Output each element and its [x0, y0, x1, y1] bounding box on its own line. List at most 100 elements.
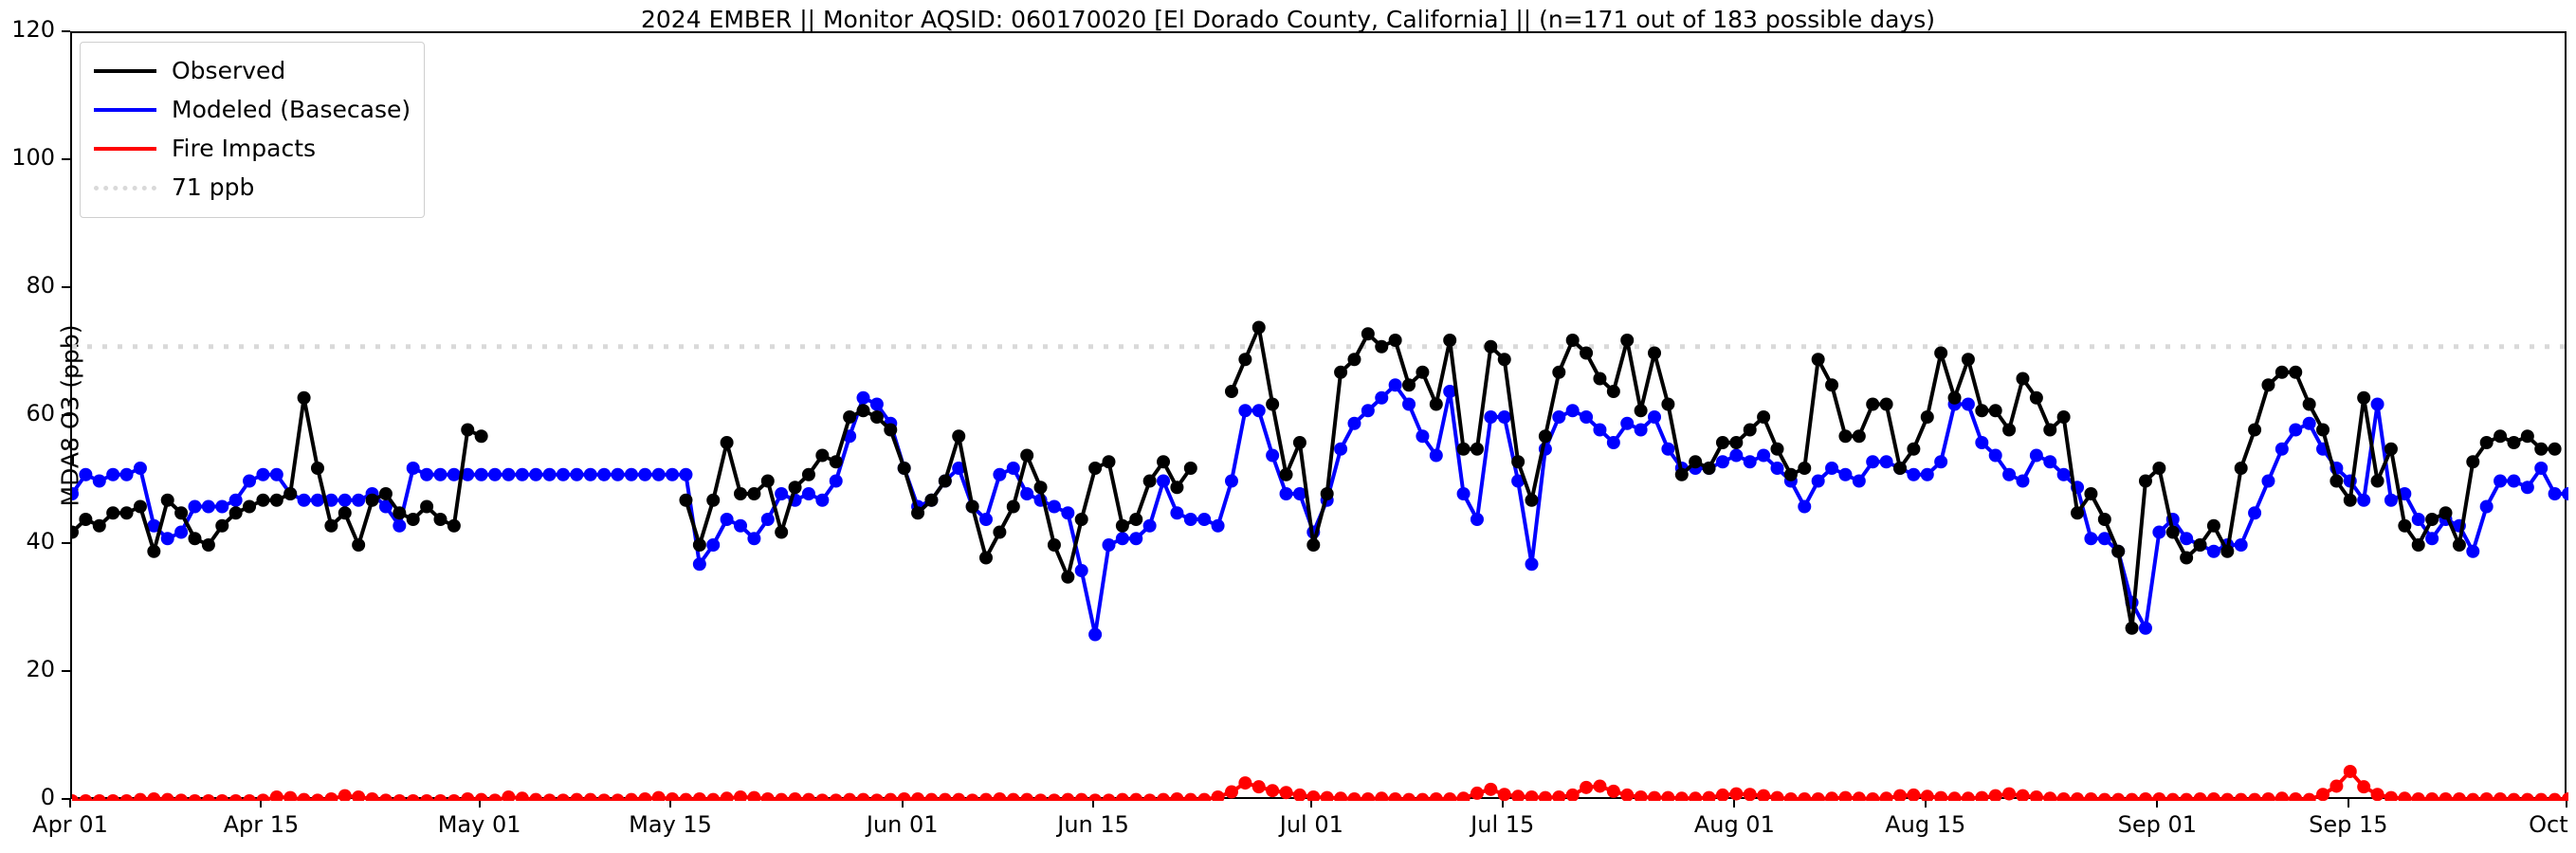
- data-point: [72, 794, 79, 801]
- data-point: [2193, 538, 2207, 552]
- legend-item[interactable]: Observed: [94, 51, 411, 90]
- data-point: [2275, 442, 2289, 456]
- data-point: [1334, 791, 1348, 801]
- data-point: [160, 493, 174, 507]
- data-point: [843, 410, 857, 424]
- data-point: [1266, 397, 1280, 411]
- data-point: [72, 487, 79, 500]
- legend-label: Fire Impacts: [172, 135, 317, 162]
- data-point: [993, 525, 1007, 539]
- data-point: [1620, 788, 1635, 801]
- data-point: [1266, 448, 1280, 463]
- data-point: [2343, 764, 2357, 778]
- legend-item[interactable]: 71 ppb: [94, 168, 411, 207]
- y-tick-label: 80: [26, 272, 55, 299]
- data-point: [638, 791, 652, 801]
- data-point: [1129, 513, 1143, 526]
- data-point: [1811, 353, 1825, 367]
- data-point: [2180, 792, 2194, 801]
- data-point: [2507, 792, 2521, 801]
- data-point: [1388, 334, 1402, 347]
- legend-label: 71 ppb: [172, 173, 255, 201]
- data-point: [570, 467, 584, 481]
- data-point: [1852, 791, 1866, 801]
- data-point: [461, 467, 475, 481]
- data-point: [2466, 455, 2480, 469]
- data-point: [1606, 436, 1620, 449]
- data-point: [1074, 564, 1088, 577]
- data-point: [2138, 621, 2152, 635]
- data-point: [1129, 792, 1143, 801]
- data-point: [2138, 791, 2152, 801]
- data-point: [2056, 467, 2071, 481]
- data-point: [2234, 462, 2248, 475]
- data-point: [1088, 462, 1103, 475]
- data-point: [2097, 792, 2111, 801]
- data-point: [2439, 791, 2453, 801]
- data-point: [1238, 353, 1252, 367]
- data-point: [2534, 442, 2549, 456]
- data-point: [1674, 467, 1689, 481]
- data-point: [1375, 339, 1389, 354]
- data-point: [1565, 404, 1580, 418]
- data-point: [2398, 518, 2412, 533]
- data-point: [1879, 397, 1893, 411]
- data-point: [1061, 792, 1075, 801]
- data-point: [256, 467, 270, 481]
- data-point: [92, 518, 106, 533]
- data-point: [1170, 506, 1184, 520]
- data-point: [801, 467, 815, 481]
- data-point: [406, 513, 420, 526]
- data-point: [542, 467, 557, 481]
- data-point: [352, 538, 366, 552]
- data-point: [1511, 455, 1526, 469]
- data-point: [638, 467, 652, 481]
- data-point: [1497, 788, 1511, 801]
- data-point: [1142, 518, 1157, 533]
- data-point: [1115, 532, 1129, 546]
- data-point: [1251, 404, 1266, 418]
- y-tick-label: 120: [11, 16, 55, 43]
- data-point: [1715, 788, 1729, 801]
- data-point: [406, 462, 420, 475]
- data-point: [2316, 423, 2330, 437]
- data-point: [1361, 327, 1375, 341]
- legend-item[interactable]: Modeled (Basecase): [94, 90, 411, 129]
- data-point: [188, 499, 202, 514]
- data-point: [1580, 780, 1594, 794]
- data-point: [2411, 538, 2425, 552]
- data-point: [706, 493, 721, 507]
- data-point: [1484, 339, 1498, 354]
- data-point: [2206, 518, 2220, 533]
- data-point: [297, 493, 311, 507]
- data-point: [1320, 487, 1334, 500]
- data-point: [760, 513, 775, 526]
- data-point: [1934, 455, 1948, 469]
- data-point: [2029, 390, 2043, 405]
- data-point: [1620, 416, 1635, 430]
- data-point: [1443, 334, 1457, 347]
- data-point: [174, 525, 189, 539]
- data-point: [1538, 790, 1552, 801]
- legend-item[interactable]: Fire Impacts: [94, 129, 411, 168]
- data-point: [461, 791, 475, 801]
- data-point: [1142, 793, 1157, 801]
- x-tick-label: May 01: [437, 811, 521, 838]
- data-point: [692, 557, 706, 572]
- data-point: [2234, 792, 2248, 801]
- data-point: [2261, 791, 2275, 801]
- data-point: [1157, 474, 1171, 488]
- data-point: [1020, 792, 1034, 801]
- data-point: [1825, 462, 1839, 475]
- data-point: [1661, 790, 1675, 801]
- data-point: [760, 791, 775, 801]
- data-point: [1347, 353, 1361, 367]
- data-point: [542, 793, 557, 801]
- data-point: [2248, 506, 2262, 520]
- data-point: [1292, 487, 1306, 500]
- data-point: [1920, 789, 1934, 801]
- data-point: [1825, 378, 1839, 392]
- y-tick-mark: [62, 670, 70, 672]
- data-point: [365, 791, 379, 801]
- data-point: [243, 794, 257, 801]
